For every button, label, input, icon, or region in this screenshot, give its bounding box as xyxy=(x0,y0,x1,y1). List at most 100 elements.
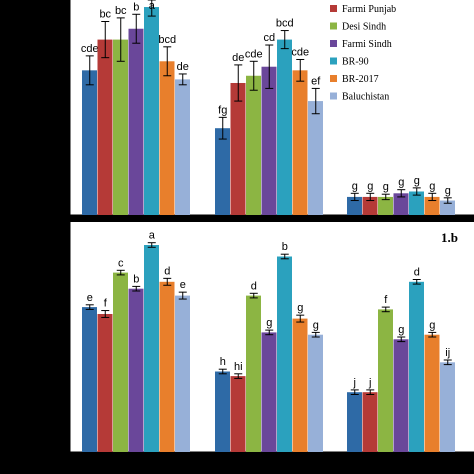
panel-a-bar xyxy=(128,28,144,215)
legend: Farmi Punjab Desi Sindh Farmi Sindh BR-90 BR… xyxy=(330,4,396,103)
panel-b-significance-label: g xyxy=(429,319,435,331)
panel-b-bar xyxy=(277,256,292,452)
panel-a-bar xyxy=(230,82,246,215)
panel-b-bar xyxy=(261,332,277,452)
panel-b-bar xyxy=(175,295,190,452)
panel-b-bar xyxy=(409,281,424,452)
legend-label: Desi Sindh xyxy=(342,22,386,33)
panel-b-bar xyxy=(347,392,362,452)
panel-b-bar xyxy=(292,318,308,452)
panel-b-bar xyxy=(246,295,261,452)
panel-a-bar xyxy=(215,128,230,215)
panel-a-significance-label: de xyxy=(177,61,189,73)
panel-a-significance-label: fg xyxy=(218,104,227,116)
panel-a-bar xyxy=(261,66,277,215)
panel-b-bar xyxy=(82,307,97,452)
panel-b-bar xyxy=(128,288,144,452)
panel-a-significance-label: g xyxy=(414,175,420,187)
panel-b-bar xyxy=(215,371,230,452)
panel-b-significance-label: d xyxy=(414,267,420,279)
legend-label: Baluchistan xyxy=(342,92,389,103)
panel-b-bar xyxy=(440,362,455,452)
panel-b-bar xyxy=(97,314,113,452)
legend-label: Farmi Sindh xyxy=(342,39,392,50)
panel-a-bar xyxy=(378,196,393,215)
panel-b-bar xyxy=(424,334,440,452)
panel-a-bar xyxy=(347,196,362,215)
panel-a-bar xyxy=(292,70,308,215)
panel-a-bar xyxy=(144,7,159,215)
panel-a-significance-label: b xyxy=(133,1,139,13)
panel-a-significance-label: bcd xyxy=(158,34,176,46)
panel-a-bar xyxy=(97,39,113,215)
panel-a-bar xyxy=(440,200,455,215)
panel-a-bar xyxy=(113,39,128,215)
panel-a-bar xyxy=(393,193,409,215)
panel-a-bar xyxy=(362,196,378,215)
legend-swatch xyxy=(330,40,337,47)
legend-swatch xyxy=(330,57,337,65)
panel-b-bar xyxy=(230,376,246,452)
panel-b-bar xyxy=(308,334,323,452)
panel-a-bar xyxy=(246,75,261,215)
panel-b-bar xyxy=(378,309,393,452)
panel-b-significance-label: e xyxy=(87,292,93,304)
panel-a-bar xyxy=(159,61,175,215)
panel-b-panel-label: 1.b xyxy=(441,230,458,245)
panel-b-significance-label: ij xyxy=(445,347,450,359)
legend-label: BR-90 xyxy=(342,57,369,68)
legend-swatch xyxy=(330,92,337,100)
panel-b-significance-label: j xyxy=(368,377,371,389)
panel-a-significance-label: g xyxy=(352,180,358,192)
legend-label: BR-2017 xyxy=(342,74,379,85)
panel-b-significance-label: d xyxy=(251,280,257,292)
panel-a-bar xyxy=(82,70,97,215)
panel-b-significance-label: g xyxy=(266,317,272,329)
panel-a-bar xyxy=(308,101,323,215)
panel-b-significance-label: g xyxy=(297,302,303,314)
panel-b-significance-label: f xyxy=(104,298,108,310)
panel-b-bar xyxy=(113,272,128,452)
panel-b-bar xyxy=(393,339,409,452)
panel-a-significance-label: cde xyxy=(81,43,99,55)
panel-b-bar xyxy=(144,245,159,452)
panel-b-significance-label: b xyxy=(282,241,288,253)
panel-a-significance-label: cde xyxy=(291,46,309,58)
panel-a-significance-label: a xyxy=(149,0,156,12)
legend-label: Farmi Punjab xyxy=(342,4,396,15)
panel-b-significance-label: e xyxy=(180,279,186,291)
legend-swatch xyxy=(330,5,337,12)
panel-a-significance-label: bc xyxy=(115,5,127,17)
panel-b-significance-label: j xyxy=(353,377,356,389)
panel-b-significance-label: g xyxy=(313,319,319,331)
panel-a-significance-label: g xyxy=(398,177,404,189)
panel-a-significance-label: g xyxy=(445,185,451,197)
panel-a-significance-label: cd xyxy=(263,32,275,44)
panel-b-bar xyxy=(159,281,175,452)
panel-a-significance-label: de xyxy=(232,52,244,64)
panel-b-significance-label: f xyxy=(384,294,388,306)
panel-b-significance-label: h xyxy=(220,356,226,368)
panel-b-significance-label: a xyxy=(149,230,156,242)
panel-a-bar xyxy=(175,79,190,215)
panel-b-significance-label: d xyxy=(164,265,170,277)
panel-a-significance-label: g xyxy=(367,180,373,192)
panel-a-bar xyxy=(424,196,440,215)
panel-b-significance-label: g xyxy=(398,324,404,336)
legend-swatch xyxy=(330,75,337,82)
panel-b-significance-label: hi xyxy=(234,361,243,373)
panel-a-bar xyxy=(409,191,424,215)
panel-a-significance-label: g xyxy=(429,180,435,192)
panel-b-bar xyxy=(362,392,378,452)
panel-a-significance-label: g xyxy=(383,181,389,193)
panel-a-bar xyxy=(277,39,292,215)
panel-a-significance-label: ef xyxy=(311,75,321,87)
panel-a-significance-label: bc xyxy=(99,9,111,21)
legend-swatch xyxy=(330,22,337,30)
panel-a-significance-label: cde xyxy=(245,48,263,60)
panel-b-significance-label: c xyxy=(118,257,124,269)
panel-a-significance-label: bcd xyxy=(276,18,294,30)
